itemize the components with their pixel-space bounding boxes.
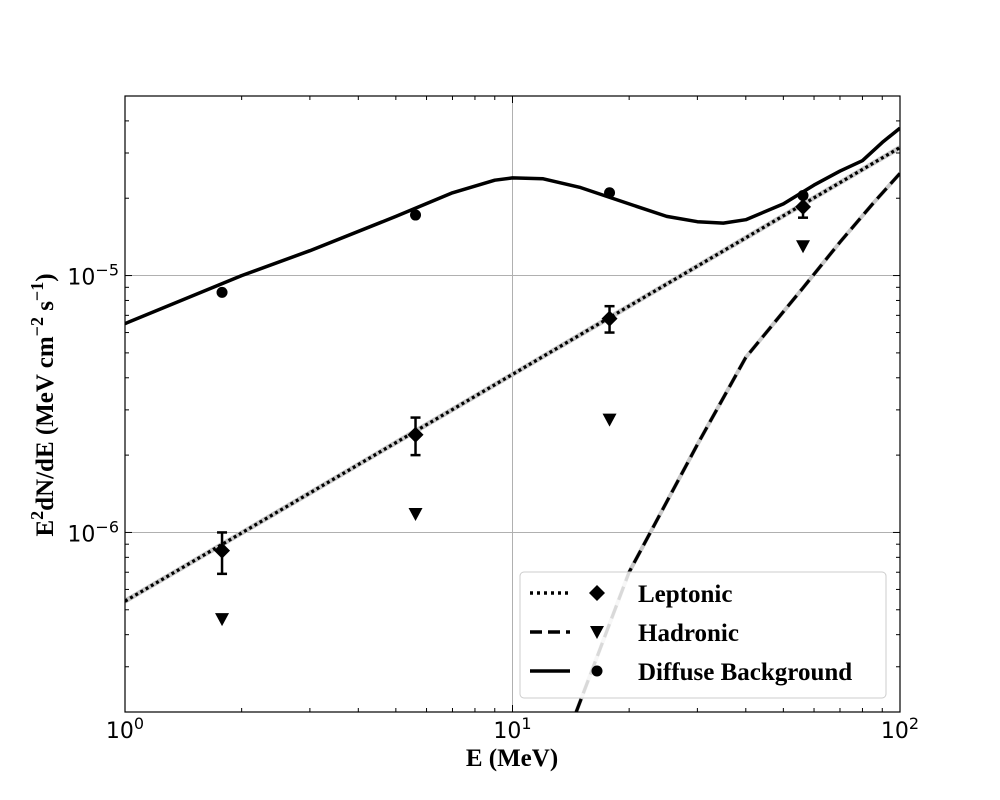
- legend-box: [519, 571, 887, 699]
- leptonic-data-point: [601, 310, 618, 327]
- legend-diffuse-background-label: Diffuse Background: [638, 659, 852, 686]
- x-tick-label: 101: [493, 714, 531, 744]
- diffuse-background-data-point: [797, 189, 809, 201]
- hadronic-data-point: [408, 507, 423, 521]
- leptonic-data-point: [795, 198, 812, 215]
- legend-hadronic-label: Hadronic: [638, 620, 739, 647]
- leptonic-data-point: [214, 542, 231, 559]
- legend-leptonic-marker: [589, 585, 605, 601]
- legend-leptonic-label: Leptonic: [638, 581, 732, 608]
- hadronic-model-curve: [574, 172, 900, 712]
- diffuse-background-data-point: [216, 286, 228, 298]
- y-tick-label: 10−5: [67, 261, 119, 291]
- diffuse-background-data-point: [410, 209, 422, 221]
- x-tick-label: 102: [881, 714, 919, 744]
- hadronic-data-point: [215, 613, 230, 627]
- legend-hadronic-marker: [590, 626, 604, 639]
- data-points: [214, 187, 812, 627]
- diffuse-background-model-curve: [125, 126, 900, 326]
- x-tick-label: 100: [106, 714, 144, 744]
- leptonic-data-point: [407, 426, 424, 443]
- x-axis-title: E (MeV): [466, 745, 558, 772]
- hadronic-data-point: [796, 240, 811, 254]
- y-tick-label: 10−6: [67, 517, 119, 547]
- y-axis-title: E2dN/dE (MeV cm−2 s−1): [27, 273, 59, 536]
- hadronic-data-point: [602, 413, 617, 427]
- model-curves: [125, 126, 900, 712]
- axis-ticks: 100 101 102 10−6 10−5: [67, 95, 919, 744]
- leptonic-model-curve-halo: [125, 145, 900, 604]
- legend: Leptonic Hadronic Diffuse Background: [519, 571, 887, 699]
- diffuse-background-data-point: [604, 187, 616, 199]
- legend-diffuse-background-marker: [591, 665, 603, 677]
